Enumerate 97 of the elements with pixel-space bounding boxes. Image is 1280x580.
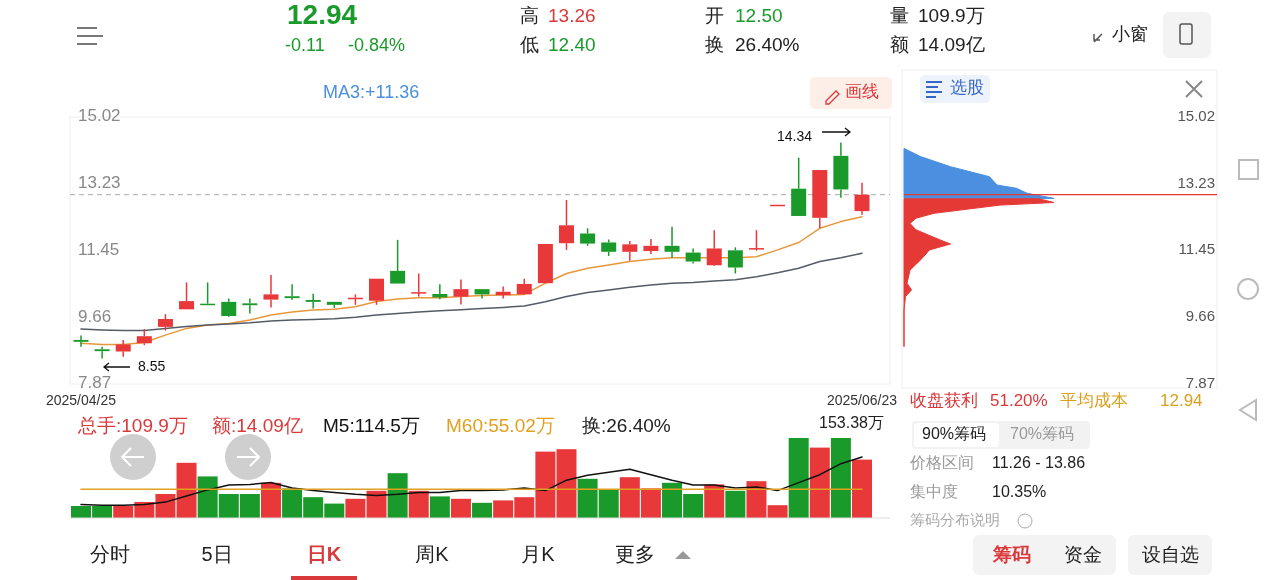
text: 资金 xyxy=(1064,544,1102,566)
text: 换:26.40% xyxy=(582,415,671,437)
text: MA3:+11.36 xyxy=(323,81,420,102)
candlestick xyxy=(94,345,110,360)
text: 选股 xyxy=(950,78,984,98)
bar xyxy=(809,447,830,518)
text: 153.38万 xyxy=(819,414,884,432)
candlestick xyxy=(73,334,89,348)
bar xyxy=(725,490,746,518)
text: 26.40% xyxy=(735,34,800,56)
text: 109.9万 xyxy=(918,5,985,27)
text: 70%筹码 xyxy=(1010,425,1075,443)
candlestick xyxy=(706,229,722,266)
text: 画线 xyxy=(845,82,879,102)
y-tick-label: 11.45 xyxy=(78,239,120,259)
text: 设自选 xyxy=(1141,544,1199,566)
y-tick-label: 13.23 xyxy=(1177,173,1215,191)
candlestick xyxy=(474,289,490,300)
bar xyxy=(408,490,429,518)
y-tick-label: 9.66 xyxy=(78,306,112,326)
text: 12.94 xyxy=(1160,391,1203,411)
text: 51.20% xyxy=(990,391,1048,411)
text: 周K xyxy=(415,543,450,566)
text: 筹码分布说明 xyxy=(910,510,1000,528)
text: 量 xyxy=(890,5,909,27)
text: 筹码 xyxy=(992,544,1031,566)
text: 总手:109.9万 xyxy=(77,415,188,437)
candlestick xyxy=(432,283,448,300)
y-tick-label: 7.87 xyxy=(1185,373,1215,391)
bar xyxy=(429,496,450,518)
candlestick xyxy=(622,240,638,262)
candlestick xyxy=(284,283,300,301)
text: 集中度 xyxy=(910,483,958,501)
text: 5日 xyxy=(201,543,233,566)
candlestick xyxy=(221,297,237,317)
bar xyxy=(176,462,197,518)
bar xyxy=(472,502,493,518)
candlestick xyxy=(263,274,279,309)
text: M60:55.02万 xyxy=(446,415,555,437)
candlestick xyxy=(115,339,131,358)
y-tick-label: 15.02 xyxy=(1177,106,1215,124)
y-tick-label: 15.02 xyxy=(78,106,121,126)
candlestick xyxy=(305,292,321,310)
bar xyxy=(746,481,767,518)
bar xyxy=(788,438,809,518)
text: 平均成本 xyxy=(1060,391,1128,411)
text: 收盘获利 xyxy=(910,391,978,411)
candlestick xyxy=(791,156,807,216)
text: 高 xyxy=(520,5,539,27)
text: 10.35% xyxy=(992,483,1047,501)
annotation: 8.55 xyxy=(138,357,166,374)
y-tick-label: 13.23 xyxy=(78,173,121,193)
bar xyxy=(830,438,851,518)
x-tick-label: 2025/06/23 xyxy=(826,391,898,408)
text: 日K xyxy=(306,543,342,566)
bar xyxy=(852,459,872,518)
text: 11.26 - 13.86 xyxy=(992,454,1086,472)
candlestick xyxy=(495,285,511,300)
text: 分时 xyxy=(90,543,130,566)
text: 小窗 xyxy=(1112,23,1148,44)
text: 额 xyxy=(890,34,909,56)
y-tick-label: 9.66 xyxy=(1185,307,1215,325)
annotation: 14.34 xyxy=(776,127,813,144)
bar xyxy=(450,498,471,518)
x-tick-label: 2025/04/25 xyxy=(45,391,117,408)
text: 90%筹码 xyxy=(922,425,987,443)
bar xyxy=(387,473,408,518)
y-tick-label: 11.45 xyxy=(1178,240,1215,258)
text: 12.94 xyxy=(287,0,358,31)
text: 12.50 xyxy=(735,5,783,27)
text: 14.09亿 xyxy=(918,34,985,56)
text: 换 xyxy=(705,34,724,56)
text: M5:114.5万 xyxy=(323,415,420,437)
text: 13.26 xyxy=(548,5,596,27)
candlestick xyxy=(242,297,258,315)
text: 额:14.09亿 xyxy=(212,415,303,437)
candlestick xyxy=(453,278,469,306)
candlestick xyxy=(390,239,406,284)
bar xyxy=(704,484,725,518)
text: 价格区间 xyxy=(909,454,974,472)
y-tick-label: 7.87 xyxy=(78,373,112,393)
text: 12.40 xyxy=(548,34,596,56)
text: 更多 xyxy=(615,543,655,566)
candlestick xyxy=(812,170,828,230)
candlestick xyxy=(643,238,659,255)
text: 开 xyxy=(705,5,724,27)
candlestick xyxy=(664,226,680,259)
candlestick xyxy=(854,181,870,216)
text: -0.84% xyxy=(348,34,406,55)
text: 月K xyxy=(521,543,556,566)
bar xyxy=(767,505,788,518)
bar xyxy=(345,498,366,518)
text: 低 xyxy=(520,34,539,56)
candlestick xyxy=(537,243,553,284)
text: -0.11 xyxy=(285,34,325,55)
candlestick xyxy=(179,281,195,310)
candlestick xyxy=(833,141,849,199)
